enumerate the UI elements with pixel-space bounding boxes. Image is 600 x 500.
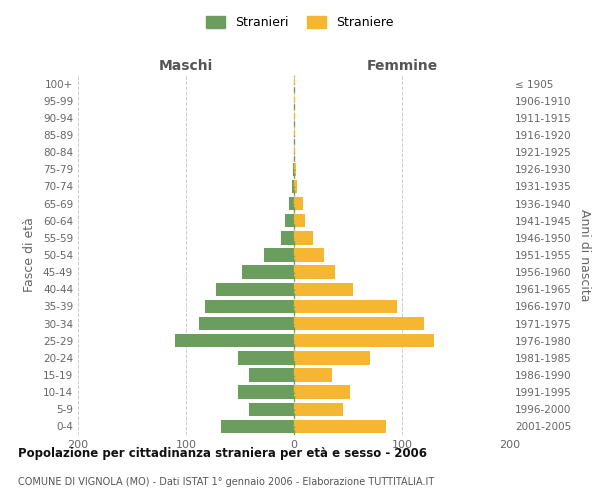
Bar <box>294 334 434 347</box>
Bar <box>294 231 313 244</box>
Bar <box>294 266 335 279</box>
Bar <box>293 162 294 176</box>
Bar <box>294 402 343 416</box>
Text: Popolazione per cittadinanza straniera per età e sesso - 2006: Popolazione per cittadinanza straniera p… <box>18 448 427 460</box>
Bar <box>286 214 294 228</box>
Bar <box>248 402 294 416</box>
Bar <box>292 180 294 193</box>
Bar <box>294 300 397 313</box>
Bar <box>294 351 370 364</box>
Bar <box>248 368 294 382</box>
Bar <box>294 248 324 262</box>
Bar <box>238 386 294 399</box>
Text: COMUNE DI VIGNOLA (MO) - Dati ISTAT 1° gennaio 2006 - Elaborazione TUTTITALIA.IT: COMUNE DI VIGNOLA (MO) - Dati ISTAT 1° g… <box>18 477 434 487</box>
Bar <box>294 317 424 330</box>
Bar <box>294 162 296 176</box>
Bar <box>281 231 294 244</box>
Bar <box>294 214 305 228</box>
Bar <box>221 420 294 433</box>
Bar <box>294 197 302 210</box>
Bar <box>294 180 297 193</box>
Bar <box>205 300 294 313</box>
Text: Femmine: Femmine <box>367 59 437 73</box>
Bar <box>294 368 332 382</box>
Bar <box>294 386 350 399</box>
Bar <box>216 282 294 296</box>
Bar <box>294 420 386 433</box>
Bar <box>242 266 294 279</box>
Bar <box>238 351 294 364</box>
Y-axis label: Fasce di età: Fasce di età <box>23 218 36 292</box>
Legend: Stranieri, Straniere: Stranieri, Straniere <box>202 11 398 34</box>
Text: Maschi: Maschi <box>159 59 213 73</box>
Y-axis label: Anni di nascita: Anni di nascita <box>578 209 591 301</box>
Bar <box>199 317 294 330</box>
Bar <box>294 282 353 296</box>
Bar <box>264 248 294 262</box>
Bar <box>289 197 294 210</box>
Bar <box>175 334 294 347</box>
